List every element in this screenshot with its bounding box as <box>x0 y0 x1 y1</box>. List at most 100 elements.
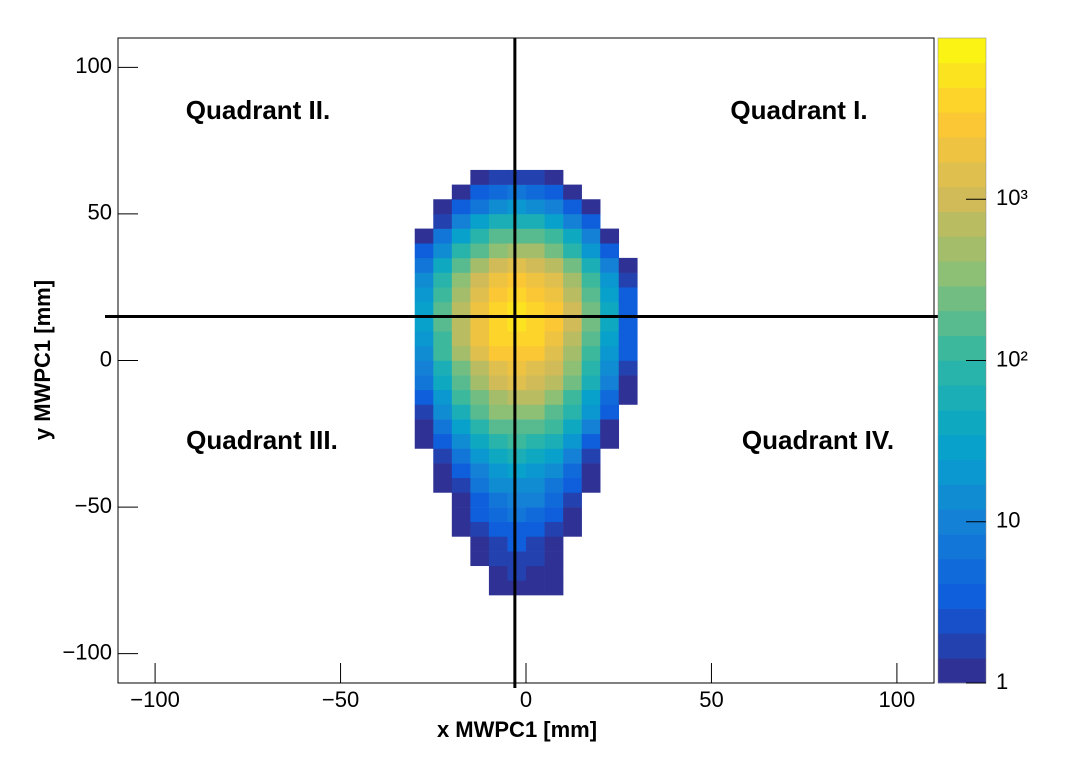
heat-cell <box>526 345 545 361</box>
heat-cell <box>451 389 471 405</box>
heat-cell <box>544 316 564 332</box>
heat-cell <box>600 404 620 420</box>
heat-cell <box>488 169 508 185</box>
colorbar-tick-label: 10³ <box>996 185 1028 210</box>
colorbar-band <box>938 608 986 634</box>
heat-cell <box>488 551 508 567</box>
heat-cell <box>451 492 471 508</box>
heat-cell <box>470 433 490 449</box>
colorbar-tick-label: 1 <box>996 669 1008 694</box>
heat-cell <box>433 463 453 479</box>
heat-cell <box>451 463 471 479</box>
heat-cell <box>488 199 508 215</box>
colorbar-band <box>938 385 986 411</box>
heat-cell <box>526 389 545 405</box>
heat-cell <box>544 419 564 435</box>
colorbar-band <box>938 410 986 436</box>
heat-cell <box>507 287 527 303</box>
heat-cell <box>488 463 508 479</box>
heat-cell <box>544 404 564 420</box>
heat-cell <box>470 477 490 493</box>
heat-cell <box>451 316 471 332</box>
heat-cell <box>600 419 620 435</box>
y-tick-label: 50 <box>88 200 112 225</box>
heat-cell <box>507 272 527 288</box>
heat-cell <box>618 272 638 288</box>
heat-cell <box>414 331 434 347</box>
heat-cell <box>470 360 490 376</box>
heat-cell <box>488 404 508 420</box>
heat-cell <box>507 316 527 332</box>
heat-cell <box>563 331 582 347</box>
heat-cell <box>600 301 620 317</box>
heat-cell <box>600 360 620 376</box>
y-axis-title: y MWPC1 [mm] <box>30 280 55 440</box>
heat-cell <box>581 257 601 273</box>
heat-cell <box>581 272 601 288</box>
heat-cell <box>544 565 564 581</box>
heat-cell <box>581 477 601 493</box>
heat-cell <box>470 507 490 523</box>
heat-cell <box>470 345 490 361</box>
heat-cell <box>470 199 490 215</box>
heat-cell <box>600 316 620 332</box>
heat-cell <box>414 243 434 259</box>
heat-cell <box>507 580 527 596</box>
heat-cell <box>488 316 508 332</box>
heat-cell <box>470 551 490 567</box>
heat-cell <box>451 213 471 229</box>
heat-cell <box>563 477 582 493</box>
heat-cell <box>600 257 620 273</box>
heat-cell <box>470 331 490 347</box>
heat-cell <box>563 389 582 405</box>
x-tick-label: 0 <box>520 687 532 712</box>
heat-cell <box>544 213 564 229</box>
heat-cell <box>451 360 471 376</box>
y-tick-label: −50 <box>75 493 112 518</box>
heat-cell <box>507 360 527 376</box>
heat-cell <box>414 301 434 317</box>
colorbar-band <box>938 112 986 138</box>
heat-cell <box>563 213 582 229</box>
heat-cell <box>581 448 601 464</box>
heat-cell <box>526 272 545 288</box>
heat-cell <box>563 492 582 508</box>
heat-cell <box>433 375 453 391</box>
colorbar-band <box>938 162 986 188</box>
heat-cell <box>488 389 508 405</box>
heat-cell <box>470 272 490 288</box>
heat-cell <box>451 521 471 537</box>
heat-cell <box>507 521 527 537</box>
colorbar-band <box>938 434 986 461</box>
heat-cell <box>507 301 527 317</box>
heat-cell <box>618 389 638 405</box>
heat-cell <box>600 272 620 288</box>
heat-cell <box>433 316 453 332</box>
heat-cell <box>433 331 453 347</box>
colorbar-band <box>938 558 986 585</box>
heat-cell <box>581 419 601 435</box>
heat-cell <box>600 375 620 391</box>
heat-cell <box>507 404 527 420</box>
heat-cell <box>581 463 601 479</box>
heat-cell <box>618 360 638 376</box>
heat-cell <box>451 375 471 391</box>
heat-cell <box>451 287 471 303</box>
heat-cell <box>544 301 564 317</box>
heat-cell <box>600 228 620 244</box>
colorbar-band <box>938 261 986 287</box>
heat-cell <box>526 257 545 273</box>
colorbar-band <box>938 459 986 485</box>
heat-cell <box>451 345 471 361</box>
quadrant-label: Quadrant I. <box>730 95 867 125</box>
heat-cell <box>526 228 545 244</box>
heat-cell <box>414 287 434 303</box>
heat-cell <box>526 521 545 537</box>
heat-cell <box>488 360 508 376</box>
heat-cell <box>581 433 601 449</box>
heat-cell <box>451 199 471 215</box>
heat-cell <box>488 477 508 493</box>
heat-cell <box>544 287 564 303</box>
heat-cell <box>507 375 527 391</box>
heat-cell <box>600 345 620 361</box>
